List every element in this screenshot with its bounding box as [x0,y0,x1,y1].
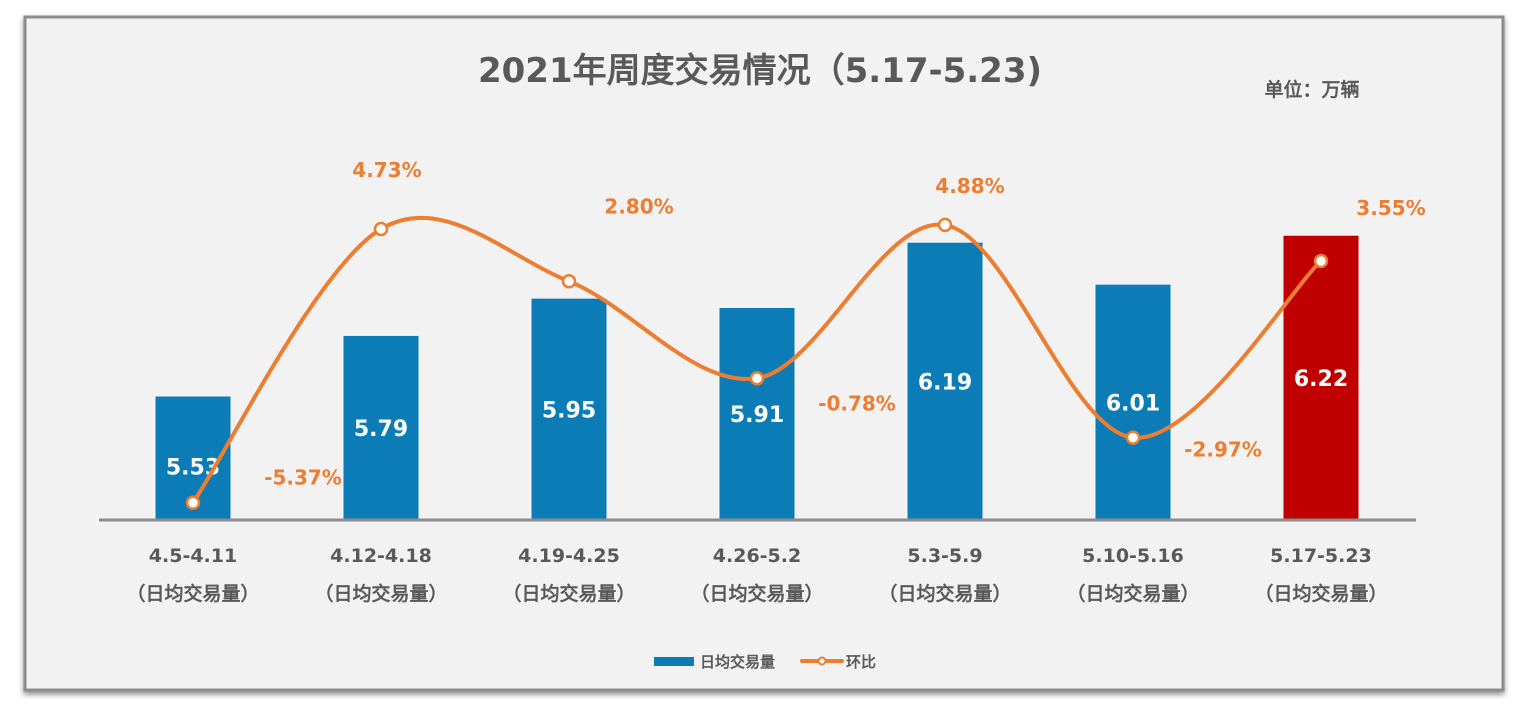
chart-title: 2021年周度交易情况（5.17-5.23) [478,51,1042,91]
x-tick-sublabel: （日均交易量） [502,582,635,605]
legend: 日均交易量 环比 [654,653,876,671]
x-tick-sublabel: （日均交易量） [878,582,1011,605]
legend-bar-swatch [654,657,694,666]
x-tick-sublabel: （日均交易量） [690,582,823,605]
line-marker [561,274,577,289]
line-value-label: 4.73% [352,158,421,182]
x-tick-label: 4.5-4.11 [149,545,237,567]
bar-value-label: 6.22 [1294,367,1348,392]
x-tick-sublabel: （日均交易量） [1066,582,1199,605]
bar-value-label: 5.91 [730,403,784,428]
bar [1283,235,1359,521]
line-marker [749,371,765,386]
bar-value-label: 5.79 [354,417,408,442]
legend-line-marker [817,656,827,666]
legend-bar-label: 日均交易量 [700,653,775,671]
bar [907,242,983,521]
bar [531,298,607,520]
x-tick-sublabel: （日均交易量） [1254,582,1387,605]
x-tick-sublabel: （日均交易量） [126,582,259,605]
line-value-label: -0.78% [818,391,896,415]
line-value-label: 2.80% [604,194,673,218]
line-value-label: -2.97% [1184,438,1262,462]
line-marker [1313,253,1329,269]
line-marker [1125,430,1141,445]
bar-value-label: 6.19 [918,370,972,395]
x-tick-label: 5.17-5.23 [1270,545,1372,567]
line-value-label: 3.55% [1356,196,1425,220]
x-tick-label: 4.26-5.2 [713,545,801,567]
x-tick-sublabel: （日均交易量） [314,582,447,605]
bar [343,335,419,520]
x-tick-label: 5.10-5.16 [1082,545,1184,567]
x-tick-label: 5.3-5.9 [907,545,982,567]
line-value-label: -5.37% [264,466,342,490]
x-tick-label: 4.12-4.18 [330,545,432,567]
x-tick-label: 4.19-4.25 [518,545,620,567]
line-value-label: 4.88% [935,174,1004,198]
bar [719,307,795,520]
bar [1095,284,1171,520]
bar-value-label: 5.95 [542,398,596,423]
bar-value-label: 6.01 [1106,391,1160,416]
line-marker [937,217,953,233]
line-marker [373,221,389,237]
unit-label: 单位：万辆 [1264,78,1359,101]
line-marker [185,495,201,510]
legend-line-label: 环比 [846,653,876,671]
